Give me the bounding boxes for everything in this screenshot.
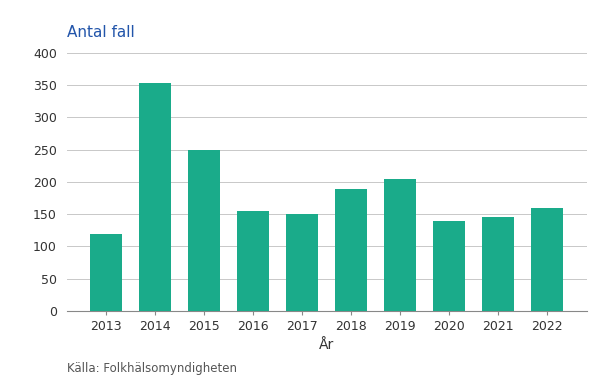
Bar — [237, 211, 269, 311]
Bar — [482, 217, 514, 311]
Text: Källa: Folkhälsomyndigheten: Källa: Folkhälsomyndigheten — [67, 362, 237, 375]
Bar — [531, 208, 563, 311]
Bar — [286, 214, 318, 311]
Bar — [139, 83, 171, 311]
Bar — [384, 179, 416, 311]
Text: Antal fall: Antal fall — [67, 25, 134, 40]
Bar — [188, 150, 220, 311]
Bar — [90, 234, 122, 311]
Bar — [335, 189, 367, 311]
X-axis label: År: År — [319, 338, 335, 352]
Bar — [433, 221, 465, 311]
